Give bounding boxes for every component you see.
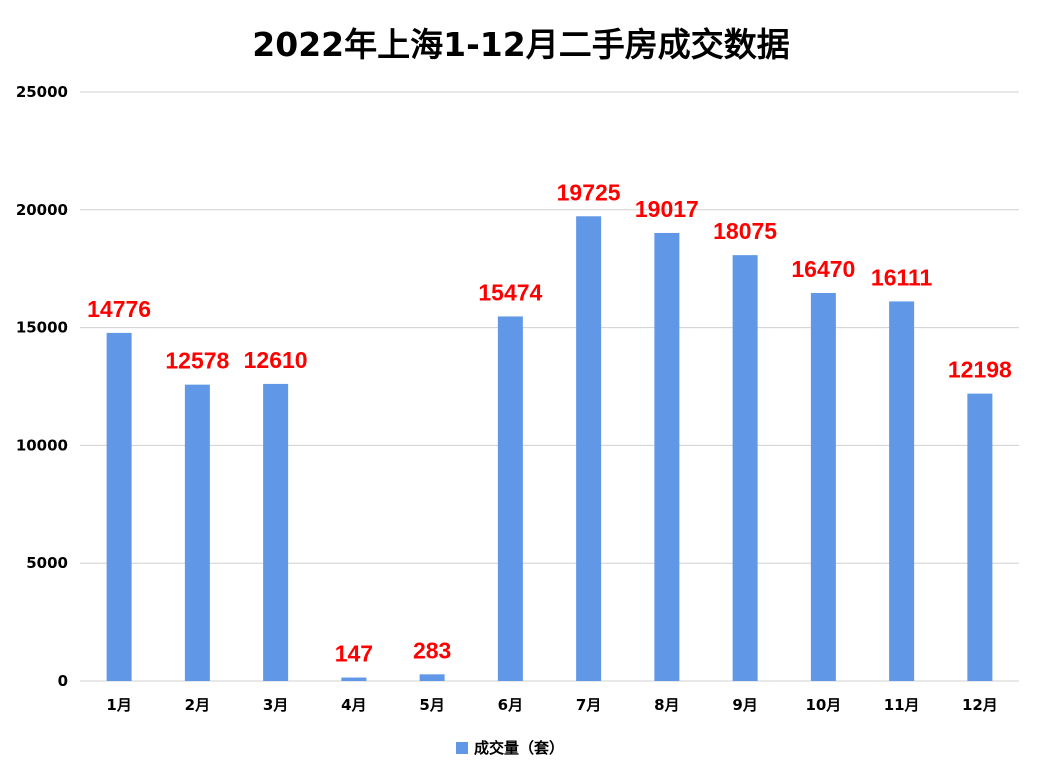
x-tick-label-1: 1月	[106, 696, 131, 714]
x-tick-label-8: 8月	[654, 696, 679, 714]
data-label-8: 19017	[635, 196, 699, 222]
data-label-12: 12198	[948, 357, 1012, 383]
bar-9	[732, 255, 758, 681]
x-tick-label-3: 3月	[263, 696, 288, 714]
bar-7	[576, 216, 602, 682]
x-tick-label-7: 7月	[576, 696, 601, 714]
y-tick-label-3: 15000	[16, 319, 68, 337]
data-label-6: 15474	[478, 279, 542, 305]
x-tick-label-5: 5月	[419, 696, 444, 714]
x-tick-label-9: 9月	[732, 696, 757, 714]
data-label-4: 147	[335, 641, 373, 667]
x-tick-label-11: 11月	[884, 696, 920, 714]
bar-3	[263, 383, 289, 681]
legend-label: 成交量（套）	[474, 739, 564, 757]
x-tick-label-4: 4月	[341, 696, 366, 714]
bar-2	[184, 384, 210, 681]
bar-4	[341, 677, 367, 681]
data-label-7: 19725	[557, 179, 621, 205]
x-tick-label-10: 10月	[805, 696, 841, 714]
bar-10	[810, 292, 836, 681]
data-label-3: 12610	[244, 347, 308, 373]
bar-8	[654, 232, 680, 681]
data-label-2: 12578	[165, 348, 229, 374]
y-tick-label-5: 25000	[16, 83, 68, 101]
bar-6	[497, 316, 523, 681]
y-tick-label-2: 10000	[16, 436, 68, 454]
data-label-9: 18075	[713, 218, 777, 244]
bar-5	[419, 674, 445, 681]
data-label-10: 16470	[791, 256, 855, 282]
legend-swatch	[456, 742, 468, 754]
x-tick-label-12: 12月	[962, 696, 998, 714]
y-tick-label-4: 20000	[16, 201, 68, 219]
x-tick-label-6: 6月	[498, 696, 523, 714]
bar-12	[967, 393, 993, 681]
chart-title: 2022年上海1-12月二手房成交数据	[252, 25, 790, 64]
y-tick-label-0: 0	[58, 672, 68, 690]
data-label-5: 283	[413, 637, 451, 663]
x-tick-label-2: 2月	[185, 696, 210, 714]
bar-11	[889, 301, 915, 681]
bar-1	[106, 332, 132, 681]
data-label-11: 16111	[871, 264, 933, 290]
data-label-1: 14776	[87, 296, 151, 322]
y-tick-label-1: 5000	[26, 554, 68, 572]
